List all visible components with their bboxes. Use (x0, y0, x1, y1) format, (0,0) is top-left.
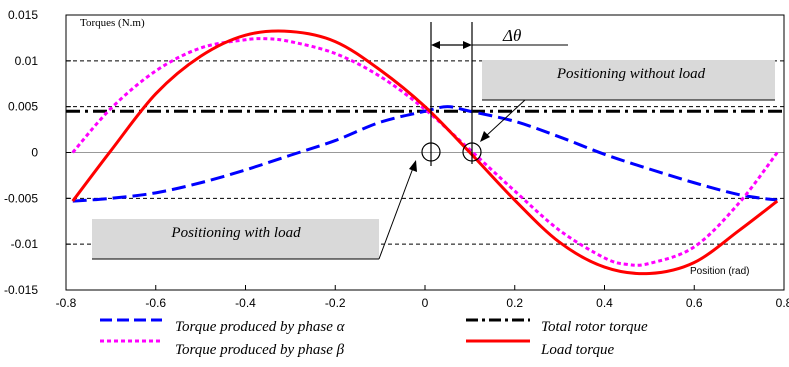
x-tick-label: 0 (422, 296, 429, 310)
x-tick-label: -0.4 (235, 296, 256, 310)
without-load-label: Positioning without load (556, 66, 706, 82)
series-line-total-rotor-torque (71, 29, 779, 276)
without-load-point-marker (462, 142, 482, 162)
y-tick-label: -0.005 (4, 191, 38, 205)
y-axis-ticks: 0.015 0.01 0.005 0 -0.005 -0.01 -0.015 (4, 8, 71, 297)
with-load-pointer (378, 167, 414, 260)
x-tick-label: 0.4 (596, 296, 613, 310)
x-tick-label: -0.8 (56, 296, 77, 310)
x-tick-label: 0.8 (776, 296, 789, 310)
y-tick-label: 0.01 (15, 54, 39, 68)
x-tick-label: -0.2 (325, 296, 346, 310)
y-tick-label: -0.01 (11, 237, 39, 251)
y-tick-label: 0.005 (8, 100, 38, 114)
delta-theta-label: Δθ (502, 26, 521, 45)
series-group (66, 29, 784, 276)
delta-theta-annotation: Δθ (430, 22, 568, 166)
x-tick-label: -0.6 (145, 296, 166, 310)
without-load-annotation: Positioning without load (462, 60, 775, 162)
legend-label-phase-beta: Torque produced by phase β (175, 342, 345, 358)
legend-label-load-torque: Load torque (540, 342, 615, 358)
legend-label-total-rotor: Total rotor torque (541, 319, 648, 335)
legend: Torque produced by phase α Torque produc… (100, 318, 648, 358)
without-load-box (482, 60, 775, 100)
with-load-annotation: Positioning with load (92, 142, 441, 260)
x-tick-label: 0.2 (506, 296, 523, 310)
with-load-label: Positioning with load (170, 225, 301, 241)
without-load-pointer (485, 99, 526, 137)
delta-theta-arrowhead-right (463, 41, 472, 49)
with-load-point-marker (421, 142, 441, 162)
without-load-arrowhead (480, 131, 490, 142)
x-tick-label: 0.6 (686, 296, 703, 310)
with-load-arrowhead (409, 160, 417, 172)
y-tick-label: -0.015 (4, 283, 38, 297)
x-axis-ticks: -0.8 -0.6 -0.4 -0.2 0 0.2 0.4 0.6 0.8 (56, 285, 789, 310)
legend-label-phase-alpha: Torque produced by phase α (175, 319, 346, 335)
y-tick-label: 0 (31, 146, 38, 160)
with-load-box (92, 219, 379, 259)
y-axis-label: Torques (N.m) (80, 17, 145, 29)
x-axis-label: Position (rad) (690, 266, 749, 277)
delta-theta-arrowhead-left (431, 41, 440, 49)
y-tick-label: 0.015 (8, 8, 38, 22)
series-line-torque-produced-by-phase (72, 105, 778, 203)
